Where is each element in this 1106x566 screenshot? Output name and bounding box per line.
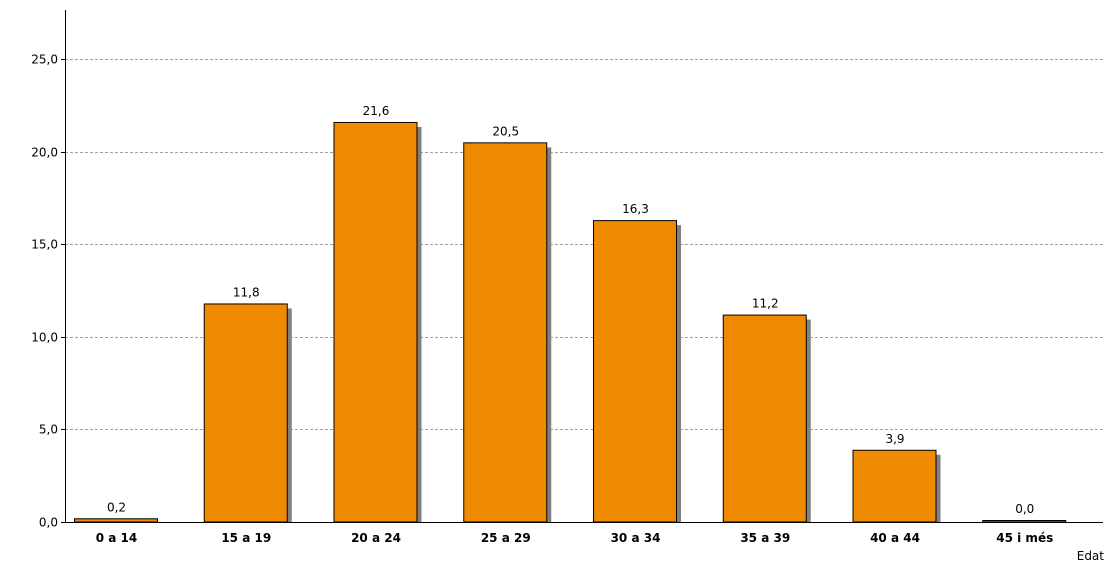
bar — [333, 121, 418, 523]
y-tick-label: 10,0 — [31, 331, 58, 345]
bar — [593, 220, 677, 523]
data-label: 0,2 — [107, 500, 126, 514]
x-tick-labels: 0 a 14 15 a 19 20 a 24 25 a 29 30 a 34 35 a 3… — [96, 531, 1053, 545]
axes — [65, 10, 1103, 523]
x-tick-label: 15 a 19 — [221, 531, 271, 545]
x-tick-label: 30 a 34 — [611, 531, 661, 545]
y-tick-label: 5,0 — [39, 423, 58, 437]
y-tick-labels: 0,0 5,0 10,0 15,0 20,0 25,0 — [31, 53, 58, 530]
bar — [982, 520, 1067, 523]
bar-shadows — [208, 126, 941, 522]
x-tick-label: 25 a 29 — [481, 531, 531, 545]
y-tick-label: 20,0 — [31, 146, 58, 160]
bar — [852, 449, 937, 523]
data-label: 0,0 — [1015, 502, 1034, 516]
data-label: 21,6 — [363, 104, 390, 118]
x-tick-label: 35 a 39 — [740, 531, 790, 545]
y-tick-label: 25,0 — [31, 53, 58, 67]
x-tick-label: 20 a 24 — [351, 531, 401, 545]
x-tick-label: 45 i més — [996, 531, 1053, 545]
x-tick-label: 40 a 44 — [870, 531, 920, 545]
bar — [203, 303, 288, 523]
bar — [74, 518, 158, 523]
data-label: 3,9 — [885, 432, 904, 446]
x-tick-label: 0 a 14 — [96, 531, 138, 545]
data-label: 11,8 — [233, 285, 260, 299]
x-axis-title: Edat — [1077, 549, 1105, 563]
data-label: 16,3 — [622, 202, 649, 216]
data-label: 11,2 — [752, 297, 779, 311]
value-labels: 0,2 11,8 21,6 20,5 16,3 11,2 3,9 0,0 — [107, 104, 1034, 516]
bar — [722, 314, 807, 523]
y-tick-label: 15,0 — [31, 238, 58, 252]
bar — [463, 142, 548, 523]
data-label: 20,5 — [492, 124, 519, 138]
y-tick-label: 0,0 — [39, 516, 58, 530]
bars — [74, 121, 1067, 523]
